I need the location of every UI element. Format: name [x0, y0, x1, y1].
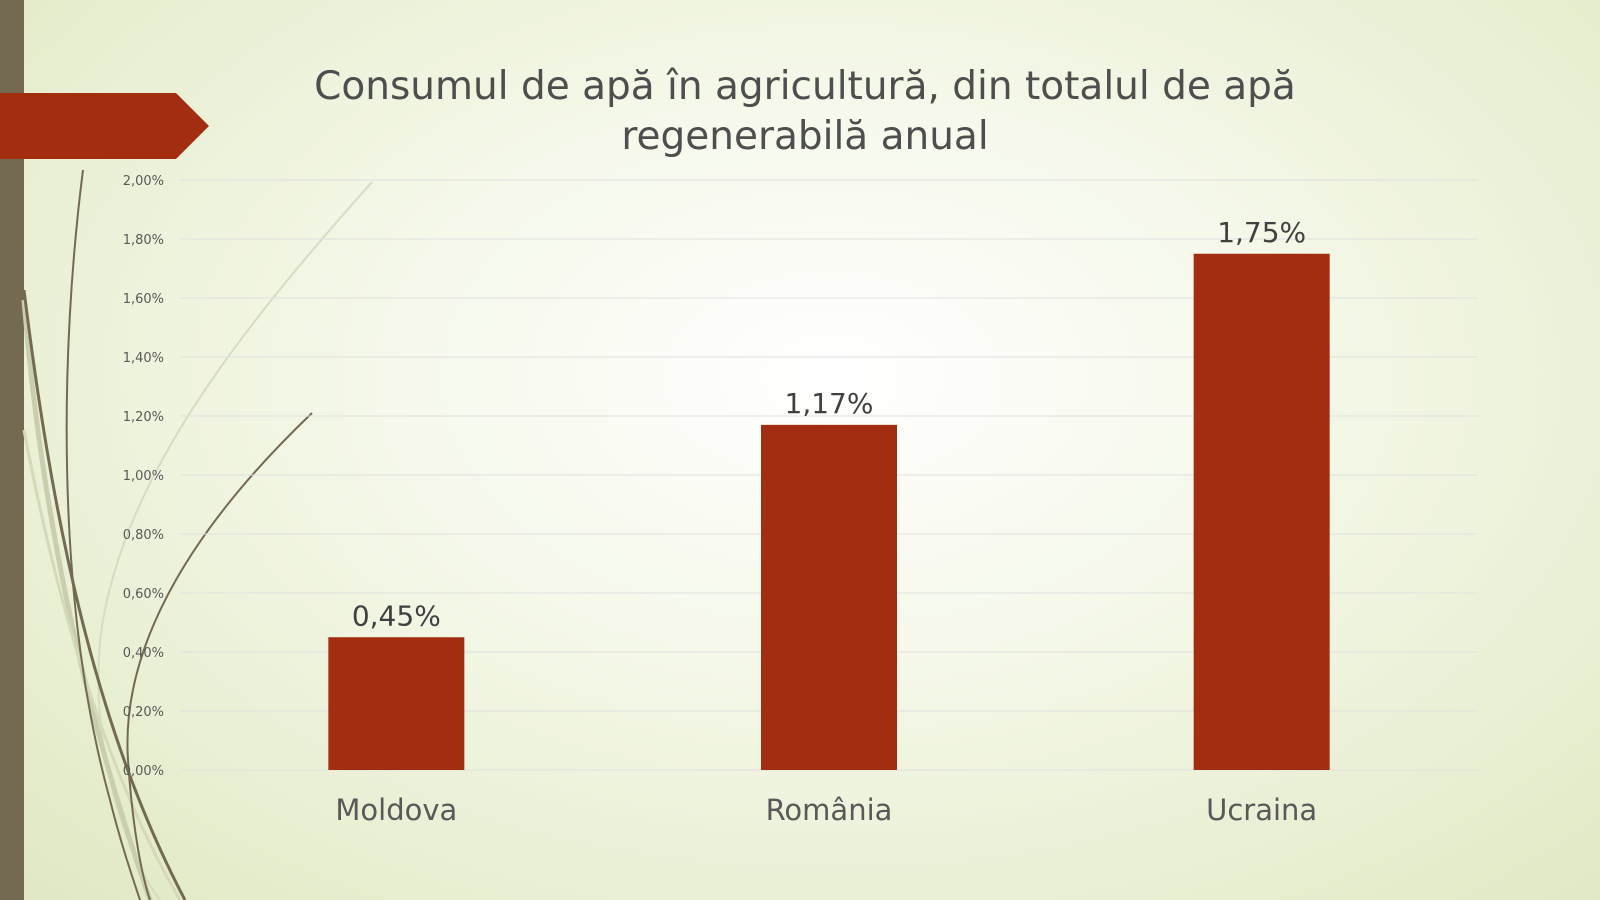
- swoosh-dark-2: [22, 289, 187, 900]
- bar-românia: [761, 424, 897, 770]
- x-axis-categories: Moldova România Ucraina: [335, 793, 1317, 827]
- swoosh-light-2: [21, 299, 153, 900]
- decorative-swooshes: [21, 169, 373, 900]
- y-tick-label: 0,80%: [123, 528, 164, 543]
- y-tick-label: 1,40%: [123, 351, 164, 366]
- chart-title: Consumul de apă în agricultură, din tota…: [314, 64, 1296, 159]
- y-tick-label: 0,00%: [123, 764, 164, 779]
- y-tick-label: 1,60%: [123, 292, 164, 307]
- y-tick-label: 0,40%: [123, 646, 164, 661]
- data-label: 1,75%: [1217, 216, 1306, 249]
- y-tick-label: 2,00%: [123, 174, 164, 189]
- data-labels: 0,45% 1,17% 1,75%: [352, 216, 1306, 633]
- title-arrow-banner: [0, 93, 209, 159]
- bar-ucraina: [1193, 253, 1330, 770]
- swoosh-dark-3: [126, 412, 313, 900]
- y-tick-label: 1,80%: [123, 233, 164, 248]
- category-label: România: [766, 793, 893, 827]
- bar-moldova: [328, 637, 465, 770]
- swoosh-light-3: [22, 429, 182, 900]
- y-tick-label: 1,00%: [123, 469, 164, 484]
- data-label: 1,17%: [785, 387, 874, 420]
- category-label: Ucraina: [1206, 793, 1317, 827]
- category-label: Moldova: [335, 793, 457, 827]
- y-tick-label: 0,60%: [123, 587, 164, 602]
- y-tick-label: 0,20%: [123, 705, 164, 720]
- data-label: 0,45%: [352, 599, 441, 632]
- y-axis-ticks: 0,00% 0,20% 0,40% 0,60% 0,80% 1,00% 1,20% 1,40%…: [123, 174, 164, 779]
- swoosh-dark-1: [65, 169, 141, 900]
- bars: [328, 253, 1330, 770]
- y-tick-label: 1,20%: [123, 410, 164, 425]
